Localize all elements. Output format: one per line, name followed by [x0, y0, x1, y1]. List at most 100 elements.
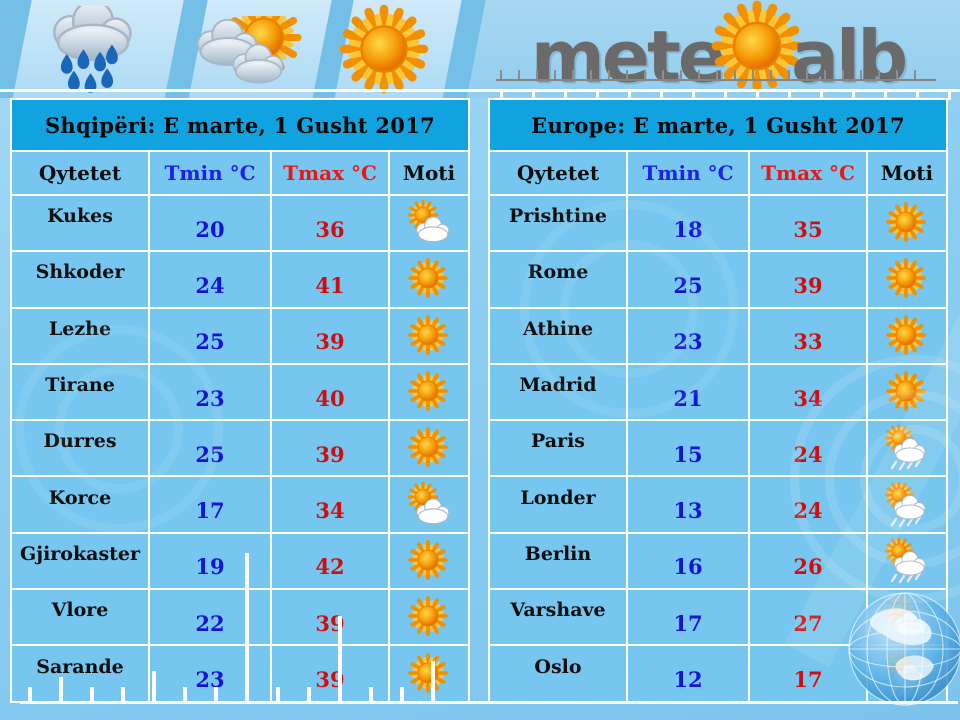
weather-cell: [868, 646, 946, 701]
tmin-cell: 17: [150, 477, 270, 532]
logo-text-mete: mete: [530, 15, 726, 98]
city-cell: Prishtine: [490, 196, 626, 251]
column-header-tmax: Tmax °C: [750, 152, 866, 194]
tmin-cell: 19: [150, 533, 270, 589]
city-cell: Sarande: [12, 646, 148, 701]
weather-cell: [390, 590, 468, 645]
tmin-cell: 25: [150, 308, 270, 363]
sun-cloud-rain-icon: [883, 481, 931, 528]
tmin-cell: 13: [628, 477, 748, 532]
column-header-cities: Qytetet: [12, 152, 148, 194]
sun-cloud-rain-icon: [883, 425, 931, 471]
sun-icon: [883, 200, 931, 246]
logo-text-alb: alb: [791, 15, 908, 98]
city-cell: Rome: [490, 252, 626, 307]
column-header-tmin: Tmin °C: [628, 152, 748, 194]
tmax-cell: 39: [272, 646, 388, 701]
tmax-cell: 24: [750, 477, 866, 532]
tmax-cell: 39: [272, 421, 388, 476]
tmin-cell: 25: [628, 252, 748, 307]
sun-icon: [405, 594, 453, 640]
sun-icon: [405, 256, 453, 302]
logo-underline: [496, 79, 936, 81]
sun-icon: [405, 651, 453, 697]
tmin-cell: 23: [150, 364, 270, 420]
column-header-cities: Qytetet: [490, 152, 626, 194]
sun-cloud-rain-icon: [883, 650, 931, 697]
city-cell: Varshave: [490, 590, 626, 645]
tmax-cell: 41: [272, 252, 388, 307]
tmax-cell: 34: [272, 477, 388, 532]
city-cell: Londer: [490, 477, 626, 532]
weather-cell: [868, 421, 946, 476]
sun-icon: [883, 369, 931, 415]
sun-icon: [405, 538, 453, 584]
tmax-cell: 26: [750, 533, 866, 589]
tmax-cell: 33: [750, 308, 866, 363]
column-header-tmax: Tmax °C: [272, 152, 388, 194]
table-title-europe: Europe: E marte, 1 Gusht 2017: [490, 100, 946, 150]
tmin-cell: 23: [628, 308, 748, 363]
tmin-cell: 24: [150, 252, 270, 307]
sun-icon: [338, 3, 430, 98]
city-cell: Shkoder: [12, 252, 148, 307]
column-header-tmin: Tmin °C: [150, 152, 270, 194]
weather-cell: [868, 252, 946, 307]
sun-cloud-rain-icon: [883, 537, 931, 584]
tmin-cell: 22: [150, 590, 270, 645]
table-title-albania: Shqipëri: E marte, 1 Gusht 2017: [12, 100, 468, 150]
albania-weather-table: Shqipëri: E marte, 1 Gusht 2017 Qytetet …: [10, 98, 470, 703]
tmax-cell: 39: [750, 252, 866, 307]
sun-cloud-icon: [405, 481, 453, 528]
column-header-weather: Moti: [868, 152, 946, 194]
weather-cell: [868, 533, 946, 589]
weather-cell: [390, 196, 468, 251]
city-cell: Durres: [12, 421, 148, 476]
city-cell: Tirane: [12, 364, 148, 420]
city-cell: Paris: [490, 421, 626, 476]
tmin-cell: 17: [628, 590, 748, 645]
europe-weather-table: Europe: E marte, 1 Gusht 2017 Qytetet Tm…: [488, 98, 948, 703]
tmin-cell: 15: [628, 421, 748, 476]
weather-cell: [390, 421, 468, 476]
weather-cell: [390, 252, 468, 307]
tmin-cell: 12: [628, 646, 748, 701]
weather-cell: [868, 590, 946, 645]
weather-cell: [390, 364, 468, 420]
weather-cell: [390, 308, 468, 363]
header-divider-line: [0, 89, 960, 92]
sun-icon: [405, 313, 453, 359]
sun-icon: [883, 256, 931, 302]
sun-cloud-icon: [405, 200, 453, 246]
city-cell: Oslo: [490, 646, 626, 701]
tmin-cell: 18: [628, 196, 748, 251]
city-cell: Athine: [490, 308, 626, 363]
tmax-cell: 36: [272, 196, 388, 251]
tmax-cell: 17: [750, 646, 866, 701]
city-cell: Vlore: [12, 590, 148, 645]
tmax-cell: 27: [750, 590, 866, 645]
tmin-cell: 23: [150, 646, 270, 701]
sun-icon: [405, 425, 453, 471]
column-header-weather: Moti: [390, 152, 468, 194]
tmin-cell: 16: [628, 533, 748, 589]
weather-cell: [390, 533, 468, 589]
city-cell: Lezhe: [12, 308, 148, 363]
tmax-cell: 34: [750, 364, 866, 420]
tmin-cell: 21: [628, 364, 748, 420]
tmax-cell: 39: [272, 308, 388, 363]
weather-cell: [868, 308, 946, 363]
weather-cell: [868, 477, 946, 532]
city-cell: Madrid: [490, 364, 626, 420]
tmax-cell: 35: [750, 196, 866, 251]
rain-cloud-icon: [40, 0, 172, 98]
header-band: mete alb: [0, 0, 960, 98]
tmin-cell: 20: [150, 196, 270, 251]
city-cell: Berlin: [490, 533, 626, 589]
tmin-cell: 25: [150, 421, 270, 476]
tmax-cell: 39: [272, 590, 388, 645]
sun-icon: [883, 313, 931, 359]
weather-cell: [390, 646, 468, 701]
sun-icon: [405, 369, 453, 415]
